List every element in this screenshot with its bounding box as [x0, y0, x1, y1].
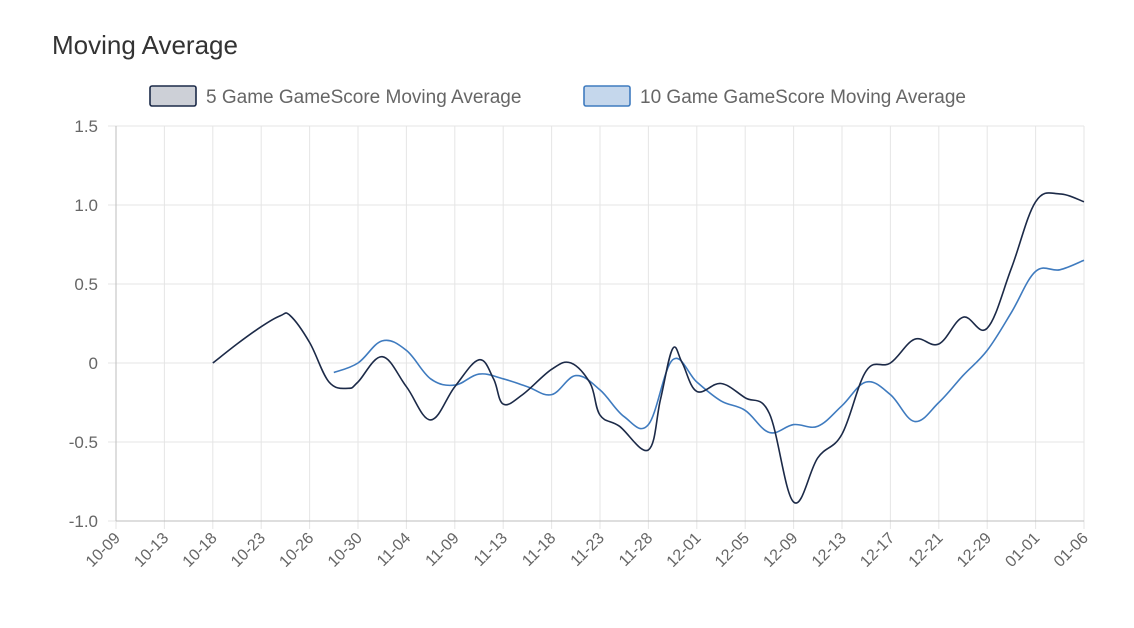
x-tick-label: 11-28 — [616, 530, 656, 570]
y-tick-label: 1.0 — [74, 196, 98, 215]
chart-title: Moving Average — [52, 30, 238, 60]
x-tick-label: 11-09 — [423, 530, 463, 570]
x-tick-label: 10-13 — [131, 530, 172, 571]
legend-swatch — [583, 85, 631, 107]
x-tick-label: 10-09 — [83, 530, 124, 571]
legend-label: 5 Game GameScore Moving Average — [206, 87, 521, 108]
x-tick-label: 12-13 — [809, 530, 850, 571]
y-tick-label: -1.0 — [69, 512, 98, 531]
x-tick-label: 12-17 — [857, 530, 898, 571]
x-tick-label: 10-26 — [276, 530, 317, 571]
x-tick-label: 11-04 — [374, 530, 414, 570]
x-tick-label: 10-23 — [228, 530, 269, 571]
x-tick-label: 10-18 — [180, 530, 221, 571]
x-tick-label: 12-01 — [664, 530, 705, 571]
legend-label: 10 Game GameScore Moving Average — [640, 87, 966, 108]
legend-item[interactable]: 5 Game GameScore Moving Average — [149, 85, 521, 108]
series-10-game-line — [333, 259, 1085, 434]
grid — [108, 125, 1085, 529]
x-tick-label: 11-13 — [471, 530, 511, 570]
x-tick-label: 01-01 — [1002, 530, 1043, 571]
legend: 5 Game GameScore Moving Average 10 Game G… — [149, 85, 966, 108]
x-tick-label: 11-18 — [519, 530, 559, 570]
legend-item[interactable]: 10 Game GameScore Moving Average — [583, 85, 966, 108]
y-tick-label: -0.5 — [69, 433, 98, 452]
y-tick-label: 1.5 — [74, 117, 98, 136]
x-axis: 10-09 10-13 10-18 10-23 10-26 10-30 11-04 11-09… — [83, 530, 1092, 571]
x-tick-label: 12-09 — [760, 530, 801, 571]
x-tick-label: 01-06 — [1051, 530, 1092, 571]
y-axis: 1.5 1.0 0.5 0 -0.5 -1.0 — [69, 117, 98, 531]
x-tick-label: 12-05 — [712, 530, 753, 571]
x-tick-label: 12-21 — [906, 530, 947, 571]
x-tick-label: 11-23 — [568, 530, 608, 570]
series-5-game-line — [212, 192, 1085, 504]
y-tick-label: 0.5 — [74, 275, 98, 294]
legend-swatch — [149, 85, 197, 107]
series-group — [212, 192, 1085, 504]
x-tick-label: 12-29 — [954, 530, 995, 571]
y-tick-label: 0 — [89, 354, 98, 373]
x-tick-label: 10-30 — [325, 530, 366, 571]
